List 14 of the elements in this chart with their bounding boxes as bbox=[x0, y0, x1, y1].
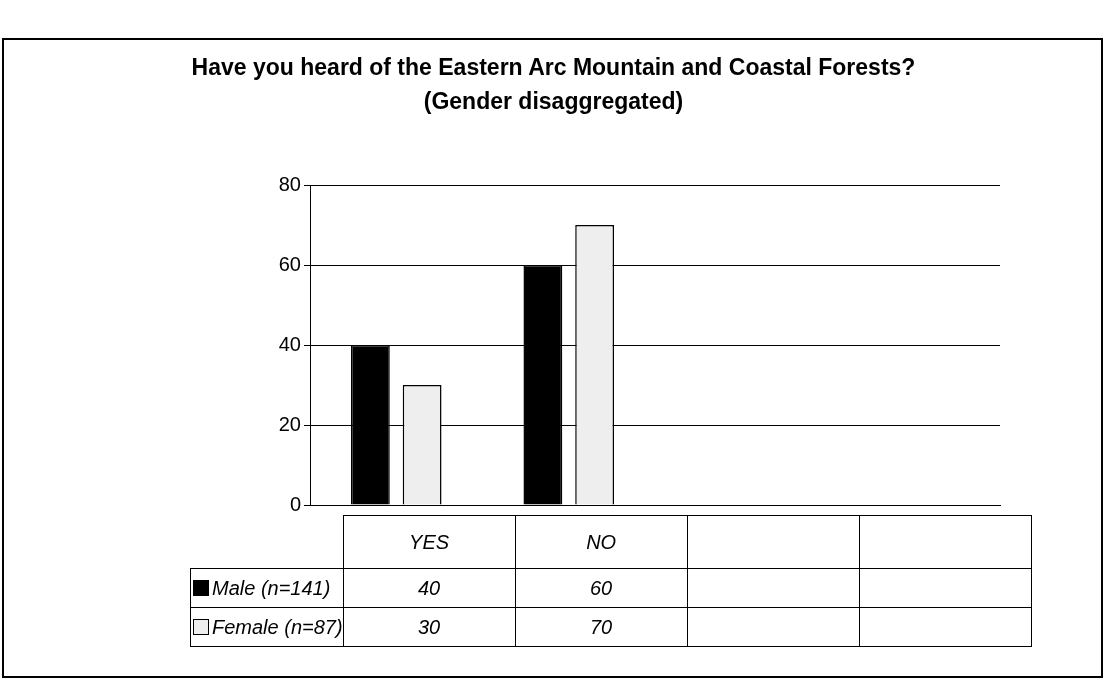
y-tick-label: 0 bbox=[289, 492, 301, 515]
x-tick-label: YES bbox=[343, 515, 516, 569]
y-tick-label: 20 bbox=[278, 412, 301, 435]
chart-title: Have you heard of the Eastern Arc Mountain and Coastal Forests? (Gender disaggregated) bbox=[190, 53, 917, 116]
data-label: 60 bbox=[515, 568, 688, 608]
y-tick-label: 40 bbox=[278, 332, 301, 355]
legend-label: Female (n=87) bbox=[190, 607, 344, 647]
y-tick-label: 80 bbox=[278, 172, 301, 195]
x-tick-label: NO bbox=[515, 515, 688, 569]
data-label: 70 bbox=[515, 607, 688, 647]
legend-label: Male (n=141) bbox=[190, 568, 344, 608]
y-tick-label: 60 bbox=[278, 252, 301, 275]
data-label: 40 bbox=[343, 568, 516, 608]
data-label: 30 bbox=[343, 607, 516, 647]
